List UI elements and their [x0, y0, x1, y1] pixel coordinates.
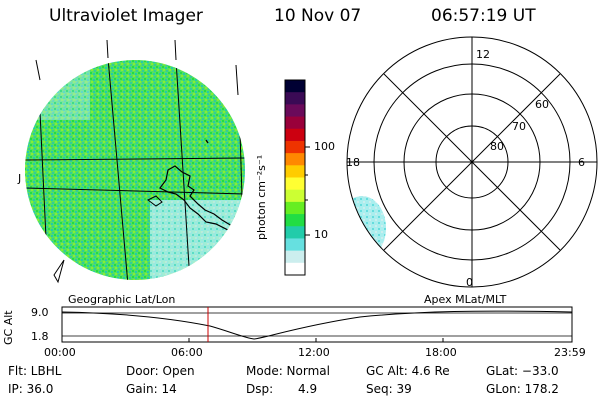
orbit-xtick-1200: 12:00	[298, 346, 330, 359]
status-ip: IP: 36.0	[8, 382, 54, 396]
mlt-label-6: 6	[578, 156, 585, 169]
polar-panel-label: Apex MLat/MLT	[424, 293, 507, 306]
header-date: 10 Nov 07	[274, 6, 362, 26]
status-glat: GLat: −33.0	[486, 364, 559, 378]
status-gc-alt: GC Alt: 4.6 Re	[366, 364, 450, 378]
colorbar-unit: photon cm⁻²s⁻¹	[255, 154, 268, 240]
status-flt: Flt: LBHL	[8, 364, 62, 378]
status-door: Door: Open	[126, 364, 195, 378]
colorbar-segment	[285, 165, 305, 178]
colorbar-segment	[285, 92, 305, 105]
orbit-xtick-0600: 06:00	[171, 346, 203, 359]
colorbar-segment	[285, 153, 305, 166]
mlat-label-70: 70	[512, 120, 526, 133]
colorbar-segment	[285, 201, 305, 215]
status-glon: GLon: 178.2	[486, 382, 559, 396]
earth-image	[25, 39, 245, 284]
colorbar-segment	[285, 250, 305, 264]
mlat-label-80: 80	[490, 140, 504, 153]
colorbar-segment	[285, 189, 305, 203]
colorbar-segment	[285, 116, 305, 130]
status-mode: Mode: Normal	[246, 364, 330, 378]
colorbar-tick-10: 10	[314, 228, 328, 241]
status-dsp-value: 4.9	[298, 382, 318, 396]
orbit-ytick-1.8: 1.8	[31, 330, 49, 343]
orbit-plot	[61, 306, 573, 343]
orbit-xtick-0000: 00:00	[44, 346, 76, 359]
header-time: 06:57:19 UT	[431, 6, 536, 26]
colorbar	[285, 80, 305, 276]
colorbar-segment	[285, 226, 305, 239]
colorbar-segment	[285, 238, 305, 252]
geo-side-marker: J	[18, 172, 22, 185]
mlt-label-12: 12	[476, 48, 490, 61]
orbit-xtick-1800: 18:00	[425, 346, 457, 359]
orbit-ylabel: GC Alt	[2, 310, 15, 345]
status-seq: Seq: 39	[366, 382, 412, 396]
mlt-label-0: 0	[466, 276, 473, 289]
status-gain: Gain: 14	[126, 382, 177, 396]
colorbar-segment	[285, 80, 305, 93]
mlat-label-60: 60	[535, 98, 549, 111]
status-dsp-label: Dsp:	[246, 382, 274, 396]
colorbar-segment	[285, 128, 305, 142]
geo-panel-label: Geographic Lat/Lon	[68, 293, 176, 306]
orbit-xtick-2359: 23:59	[554, 346, 586, 359]
colorbar-segment	[285, 262, 305, 276]
colorbar-tick-100: 100	[314, 140, 335, 153]
colorbar-segment	[285, 140, 305, 154]
instrument-title: Ultraviolet Imager	[49, 6, 203, 26]
polar-plot	[346, 36, 598, 288]
colorbar-segment	[285, 177, 305, 191]
mlt-label-18: 18	[346, 156, 360, 169]
colorbar-segment	[285, 214, 305, 227]
orbit-ytick-9: 9.0	[31, 306, 49, 319]
colorbar-segment	[285, 104, 305, 118]
